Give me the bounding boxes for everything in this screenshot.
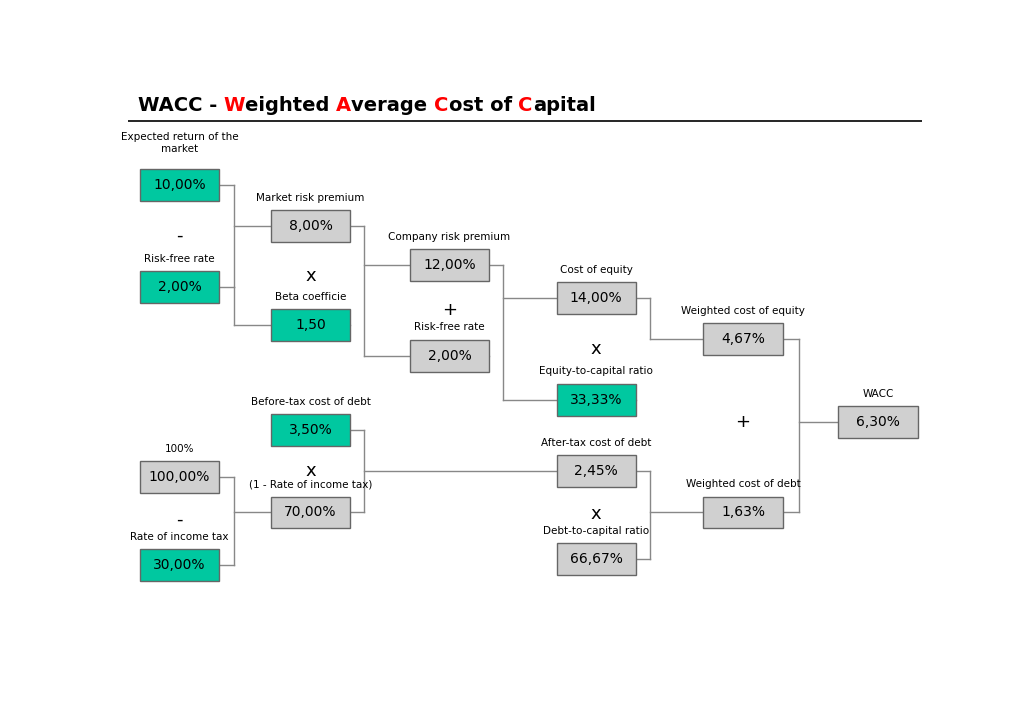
FancyBboxPatch shape bbox=[140, 169, 219, 201]
Text: ost of: ost of bbox=[449, 96, 518, 114]
FancyBboxPatch shape bbox=[140, 271, 219, 302]
Text: 10,00%: 10,00% bbox=[154, 178, 206, 192]
Text: Company risk premium: Company risk premium bbox=[388, 232, 511, 242]
FancyBboxPatch shape bbox=[556, 384, 636, 415]
FancyBboxPatch shape bbox=[270, 414, 350, 446]
Text: Expected return of the
market: Expected return of the market bbox=[121, 132, 239, 154]
Text: Beta coefficie: Beta coefficie bbox=[274, 292, 346, 302]
Text: 70,00%: 70,00% bbox=[285, 506, 337, 520]
Text: eighted: eighted bbox=[245, 96, 336, 114]
Text: x: x bbox=[591, 340, 601, 358]
Text: Equity-to-capital ratio: Equity-to-capital ratio bbox=[540, 367, 653, 377]
Text: 8,00%: 8,00% bbox=[289, 220, 333, 233]
Text: WACC: WACC bbox=[862, 388, 894, 398]
Text: C: C bbox=[434, 96, 449, 114]
FancyBboxPatch shape bbox=[703, 496, 782, 528]
Text: Before-tax cost of debt: Before-tax cost of debt bbox=[251, 397, 371, 407]
Text: 12,00%: 12,00% bbox=[423, 257, 476, 272]
Text: 1,50: 1,50 bbox=[295, 318, 326, 332]
FancyBboxPatch shape bbox=[410, 340, 489, 372]
Text: 2,00%: 2,00% bbox=[158, 280, 202, 294]
Text: 33,33%: 33,33% bbox=[570, 393, 623, 407]
Text: Market risk premium: Market risk premium bbox=[256, 193, 365, 203]
Text: +: + bbox=[442, 302, 457, 320]
Text: -: - bbox=[176, 227, 183, 245]
FancyBboxPatch shape bbox=[410, 249, 489, 281]
Text: 66,67%: 66,67% bbox=[569, 552, 623, 566]
Text: x: x bbox=[591, 505, 601, 523]
Text: Weighted cost of debt: Weighted cost of debt bbox=[686, 479, 801, 489]
Text: Cost of equity: Cost of equity bbox=[560, 265, 633, 275]
Text: 100%: 100% bbox=[165, 443, 195, 453]
Text: 2,45%: 2,45% bbox=[574, 464, 618, 478]
Text: 30,00%: 30,00% bbox=[154, 558, 206, 572]
Text: 4,67%: 4,67% bbox=[721, 332, 765, 346]
Text: +: + bbox=[735, 413, 751, 430]
FancyBboxPatch shape bbox=[556, 282, 636, 314]
Text: 6,30%: 6,30% bbox=[856, 415, 900, 428]
FancyBboxPatch shape bbox=[270, 310, 350, 341]
Text: 1,63%: 1,63% bbox=[721, 506, 765, 520]
Text: (1 - Rate of income tax): (1 - Rate of income tax) bbox=[249, 479, 372, 489]
Text: A: A bbox=[336, 96, 351, 114]
Text: Rate of income tax: Rate of income tax bbox=[130, 532, 228, 542]
Text: After-tax cost of debt: After-tax cost of debt bbox=[541, 438, 651, 448]
Text: verage: verage bbox=[351, 96, 434, 114]
FancyBboxPatch shape bbox=[140, 460, 219, 493]
Text: 3,50%: 3,50% bbox=[289, 423, 333, 437]
Text: Weighted cost of equity: Weighted cost of equity bbox=[681, 306, 805, 316]
Text: Risk-free rate: Risk-free rate bbox=[414, 322, 484, 332]
Text: WACC -: WACC - bbox=[137, 96, 223, 114]
Text: -: - bbox=[176, 511, 183, 528]
Text: x: x bbox=[305, 267, 315, 285]
Text: x: x bbox=[305, 462, 315, 480]
FancyBboxPatch shape bbox=[556, 543, 636, 576]
Text: apital: apital bbox=[532, 96, 596, 114]
Text: Debt-to-capital ratio: Debt-to-capital ratio bbox=[543, 526, 649, 536]
Text: 2,00%: 2,00% bbox=[428, 349, 471, 363]
Text: 14,00%: 14,00% bbox=[570, 291, 623, 305]
Text: W: W bbox=[223, 96, 245, 114]
FancyBboxPatch shape bbox=[140, 549, 219, 581]
FancyBboxPatch shape bbox=[556, 455, 636, 487]
Text: C: C bbox=[518, 96, 532, 114]
Text: Risk-free rate: Risk-free rate bbox=[144, 254, 215, 264]
Text: 100,00%: 100,00% bbox=[148, 470, 210, 483]
FancyBboxPatch shape bbox=[703, 323, 782, 355]
FancyBboxPatch shape bbox=[270, 210, 350, 242]
FancyBboxPatch shape bbox=[270, 496, 350, 528]
FancyBboxPatch shape bbox=[839, 405, 918, 438]
